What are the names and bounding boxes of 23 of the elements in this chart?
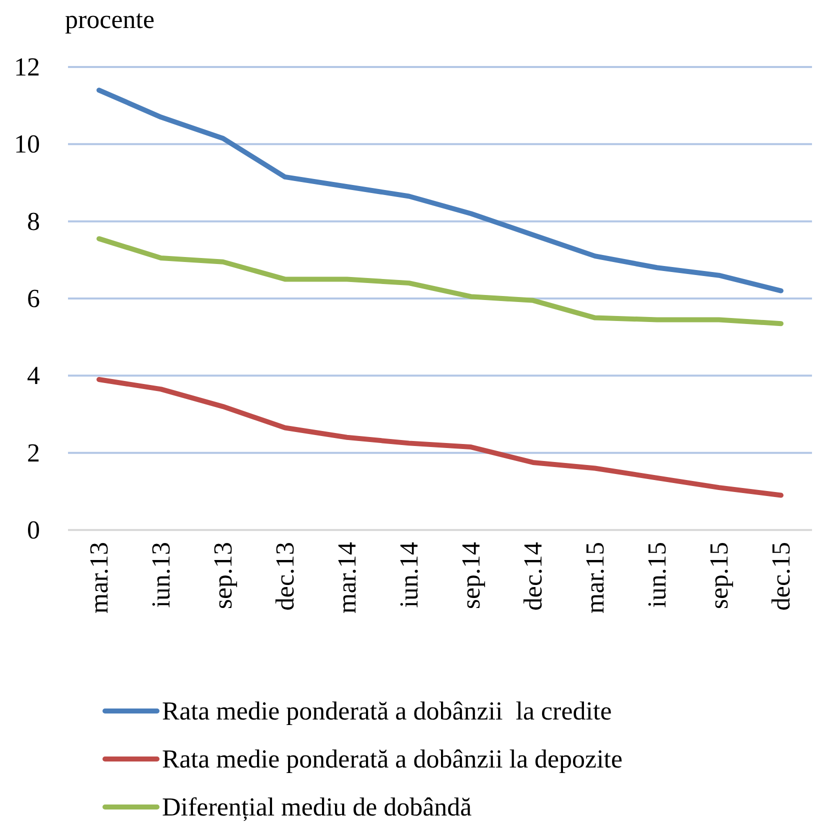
y-axis-title: procente xyxy=(65,5,155,34)
x-tick-label: dec.15 xyxy=(766,542,796,611)
y-tick-label: 4 xyxy=(27,361,40,390)
legend-label: Diferențial mediu de dobândă xyxy=(162,792,472,822)
x-tick-label: mar.15 xyxy=(580,542,610,614)
x-tick-label: mar.14 xyxy=(332,542,362,614)
y-tick-label: 12 xyxy=(14,52,40,82)
x-tick-label: sep.13 xyxy=(208,542,238,610)
x-tick-label: iun.13 xyxy=(146,542,176,608)
y-tick-label: 0 xyxy=(27,516,40,544)
x-tick-label: sep.14 xyxy=(456,542,486,610)
x-tick-label: iun.14 xyxy=(394,542,424,608)
x-tick-label: dec.13 xyxy=(270,542,300,611)
y-tick-label: 8 xyxy=(27,206,40,236)
x-tick-label: sep.15 xyxy=(704,542,734,610)
y-tick-label: 6 xyxy=(27,284,40,313)
legend-label: Rata medie ponderată a dobânzii la credite xyxy=(162,696,612,726)
x-tick-label: iun.15 xyxy=(642,542,672,608)
x-tick-label: dec.14 xyxy=(518,542,548,611)
legend-label: Rata medie ponderată a dobânzii la depozite xyxy=(162,744,623,774)
x-tick-label: mar.13 xyxy=(84,542,114,614)
y-tick-label: 2 xyxy=(27,438,40,468)
y-tick-label: 10 xyxy=(14,130,40,159)
